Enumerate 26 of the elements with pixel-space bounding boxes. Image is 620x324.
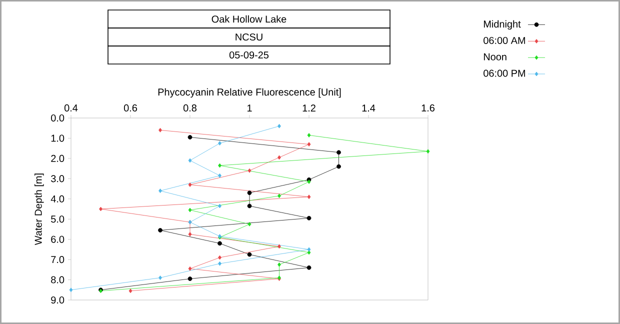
y-tick-label: 0.0 [51, 114, 64, 122]
chart-subtitle: NCSU [236, 33, 262, 41]
x-axis-title: Phycocyanin Relative Fluorescence [Unit] [158, 88, 341, 98]
legend-label: Midnight [484, 20, 521, 30]
y-tick-label: 7.0 [51, 256, 64, 264]
x-tick-label: 0.8 [183, 104, 196, 112]
x-tick-label: 0.4 [64, 104, 78, 112]
y-tick-label: 1.0 [51, 134, 64, 142]
x-tick-label: 1.2 [302, 104, 316, 112]
y-tick-label: 8.0 [51, 276, 64, 284]
y-tick-label: 2.0 [51, 154, 64, 162]
x-tick-label: 1.4 [362, 104, 376, 112]
y-tick-label: 6.0 [51, 236, 64, 243]
x-tick-label: 1.6 [422, 104, 434, 112]
y-tick-label: 4.0 [50, 195, 64, 202]
y-tick-label: 3.0 [51, 175, 64, 182]
y-tick-label: 9.0 [51, 296, 64, 304]
x-tick-label: 0.6 [124, 104, 137, 112]
y-tick-label: 5.0 [51, 216, 64, 223]
chart-title: Oak Hollow Lake [212, 15, 286, 23]
x-tick-label: 1 [248, 104, 252, 112]
y-axis-title: Water Depth [m] [34, 174, 44, 246]
text: 05-09-25 [229, 51, 269, 59]
legend-label: Noon [484, 53, 506, 60]
legend-label: 06:00 AM [484, 36, 525, 44]
legend-label: 06:00 PM [484, 70, 525, 77]
